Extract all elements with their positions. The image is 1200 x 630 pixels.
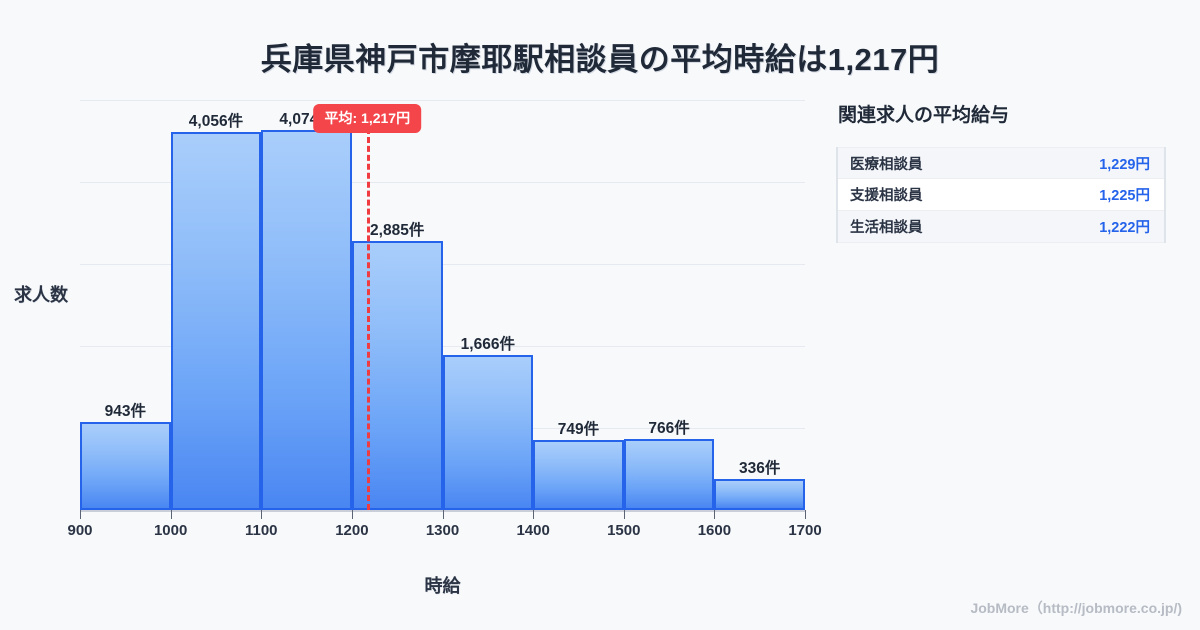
histogram-bar[interactable] [442, 354, 534, 510]
related-salary-panel: 関連求人の平均給与 医療相談員 1,229円支援相談員 1,225円生活相談員 1,2… [836, 100, 1166, 243]
related-salary-row[interactable]: 生活相談員 1,222円 [838, 211, 1164, 243]
bar-value-label: 943件 [104, 403, 146, 421]
histogram-bar[interactable] [623, 438, 715, 510]
x-axis-tick-label: 1200 [335, 522, 369, 539]
gridline [80, 346, 805, 347]
related-salary-row-value: 1,222円 [1099, 220, 1150, 236]
bar-value-label: 1,666件 [460, 335, 515, 353]
bar-value-label: 749件 [557, 421, 600, 439]
x-axis-title: 時給 [424, 576, 461, 596]
related-salary-row[interactable]: 医療相談員 1,229円 [838, 147, 1164, 179]
bar-value-label: 2,885件 [370, 222, 425, 240]
x-axis-tick-label: 1300 [425, 522, 460, 539]
related-salary-row-label: 生活相談員 [850, 220, 923, 236]
related-salary-row[interactable]: 支援相談員 1,225円 [838, 179, 1164, 211]
x-axis-tick [170, 510, 172, 519]
x-axis-tick-label: 1400 [516, 522, 550, 539]
average-marker-badge: 平均: 1,217円 [313, 104, 422, 133]
x-axis-tick [261, 510, 263, 519]
x-axis-tick [533, 510, 535, 519]
bar-value-label: 4,056件 [188, 113, 244, 131]
histogram-bar[interactable] [714, 478, 805, 510]
x-axis-tick-label: 1600 [697, 522, 732, 539]
bar-value-label: 766件 [648, 419, 690, 437]
related-salary-row-value: 1,229円 [1099, 156, 1150, 173]
gridline [80, 182, 805, 183]
bar-value-label: 336件 [739, 459, 781, 477]
x-axis-tick-label: 1500 [607, 522, 641, 539]
x-axis-tick-label: 1700 [788, 522, 822, 539]
histogram-chart: 求人数 時給 943件 4,056件 4,074件 2,885件 1,666件 749件 7… [14, 100, 822, 596]
x-axis-tick [442, 510, 444, 519]
related-salary-row-value: 1,225円 [1099, 188, 1150, 204]
page-title: 兵庫県神戸市摩耶駅相談員の平均時給は1,217円 [260, 42, 940, 77]
gridline [80, 100, 805, 101]
related-salary-table: 医療相談員 1,229円支援相談員 1,225円生活相談員 1,222円 [836, 147, 1166, 243]
footer-credit: JobMore（http://jobmore.co.jp/) [970, 600, 1182, 616]
histogram-bar[interactable] [170, 132, 262, 510]
histogram-bar[interactable] [351, 241, 443, 510]
x-axis-tick-label: 900 [67, 522, 93, 539]
histogram-bar[interactable] [261, 130, 352, 510]
gridline [80, 264, 805, 265]
x-axis-tick [805, 510, 806, 519]
related-salary-row-label: 支援相談員 [850, 188, 923, 204]
x-axis-tick [714, 510, 716, 519]
x-axis-tick [80, 510, 81, 519]
histogram-bar[interactable] [533, 440, 624, 510]
histogram-bar[interactable] [80, 422, 171, 510]
related-salary-heading: 関連求人の平均給与 [838, 105, 1010, 126]
x-axis-tick [623, 510, 625, 519]
y-axis-title: 求人数 [14, 285, 68, 305]
plot-area: 943件 4,056件 4,074件 2,885件 1,666件 749件 766件 336件… [67, 100, 822, 539]
x-axis-tick [351, 510, 353, 519]
related-salary-row-label: 医療相談員 [850, 156, 923, 173]
x-axis-tick-label: 1000 [153, 522, 188, 539]
x-axis-tick-label: 1100 [244, 522, 278, 539]
average-marker-line [367, 128, 371, 510]
